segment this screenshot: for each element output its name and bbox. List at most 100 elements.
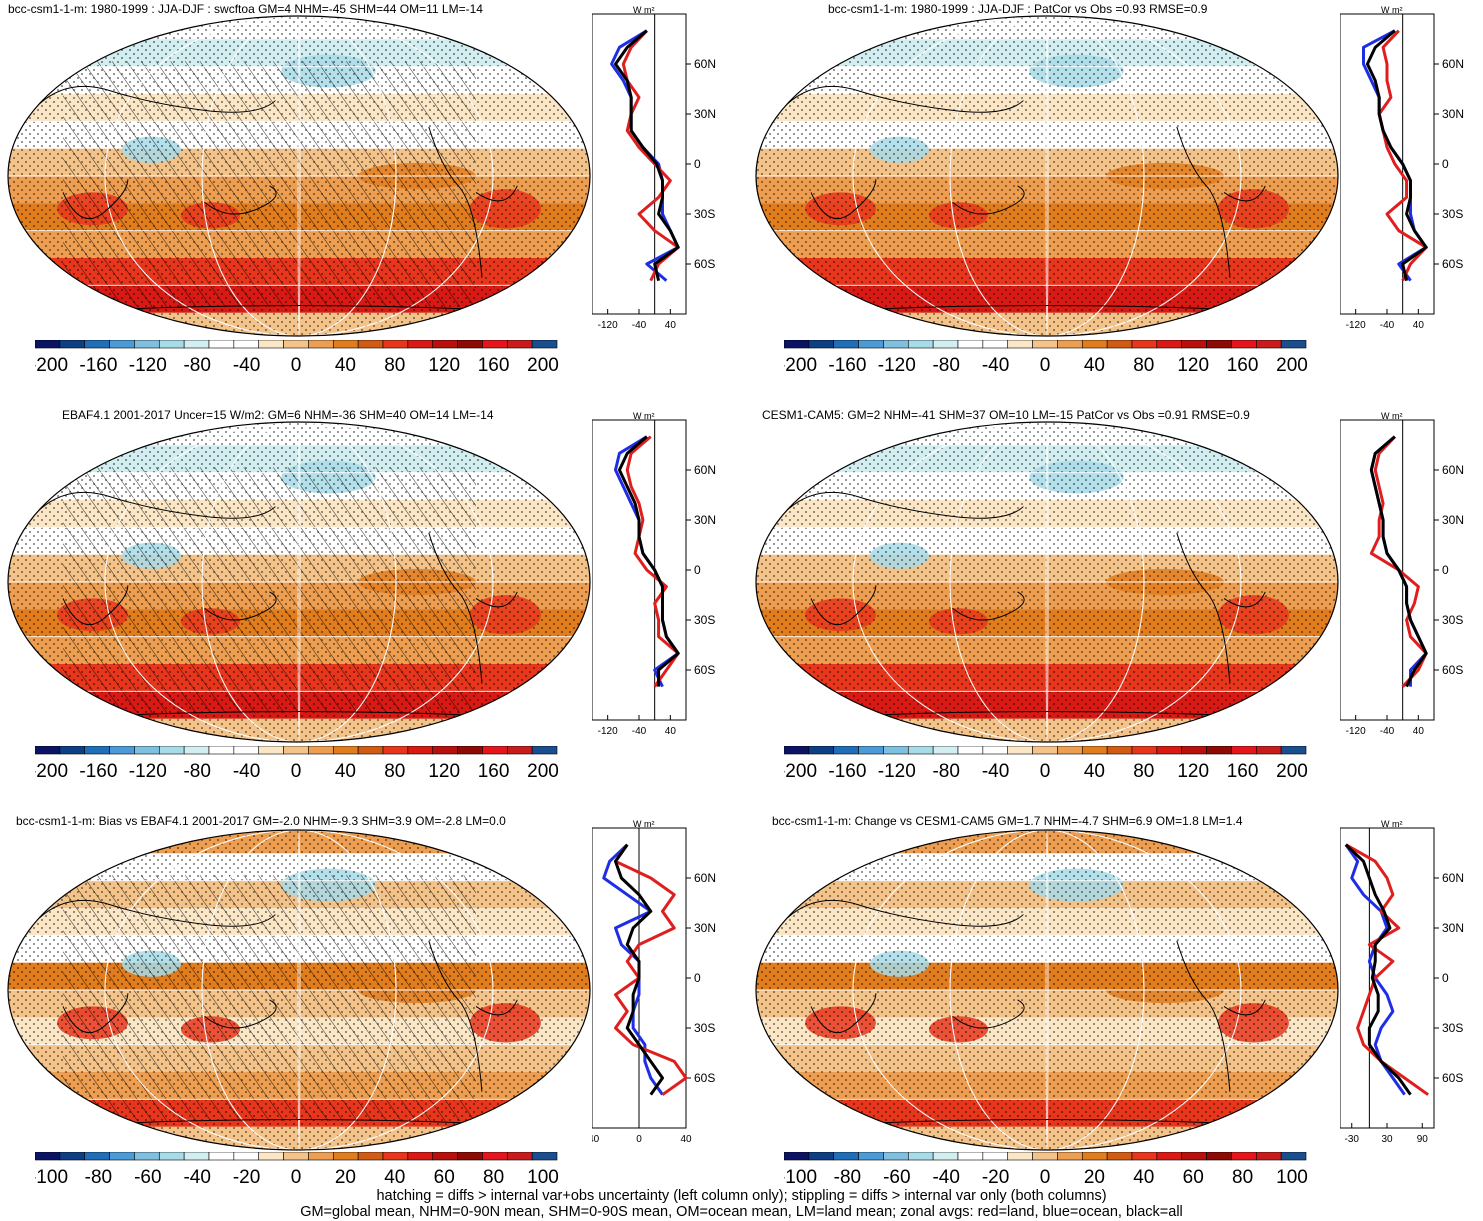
colorbar-label: -160 (79, 761, 117, 780)
colorbar-label: -20 (233, 1167, 260, 1186)
colorbar-swatch (258, 340, 284, 349)
colorbar-label: 0 (1040, 355, 1051, 374)
colorbar-swatch (208, 746, 235, 755)
colorbar-swatch (506, 746, 533, 755)
colorbar-swatch (833, 340, 859, 349)
colorbar-label: 0 (1040, 761, 1051, 780)
zonal-unit-label: W m² (633, 411, 655, 421)
colorbar-swatch (233, 746, 260, 755)
colorbar-swatch (158, 1152, 185, 1161)
colorbar-label: -80 (183, 761, 210, 780)
colorbar-swatch (1057, 746, 1083, 755)
colorbar-label: -40 (932, 1167, 959, 1186)
colorbar-label: 20 (335, 1167, 356, 1186)
zonal-ytick-label: 60N (694, 871, 716, 885)
colorbar-swatch (1206, 1152, 1232, 1161)
colorbar-swatch (531, 746, 558, 755)
colorbar-swatch (357, 746, 384, 755)
colorbar-label: -40 (982, 761, 1009, 780)
zonal-ytick-label: 30S (1442, 207, 1463, 221)
colorbar-swatch (332, 340, 359, 349)
colorbar-swatch (35, 746, 61, 755)
colorbar-label: 60 (434, 1167, 455, 1186)
coastline (781, 491, 1313, 721)
colorbar-swatch (134, 340, 160, 349)
zonal-xtick-label: 40 (665, 320, 677, 331)
zonal-xtick-label: 40 (1413, 726, 1425, 737)
colorbar-swatch (109, 340, 135, 349)
colorbar-label: 0 (291, 355, 302, 374)
colorbar-swatch (84, 340, 110, 349)
colorbar-label: 200 (1276, 355, 1308, 374)
colorbar-swatch (407, 340, 434, 349)
colorbar-swatch (332, 746, 359, 755)
colorbar-swatch (357, 340, 384, 349)
colorbar-swatch (233, 1152, 260, 1161)
colorbar-label: 160 (1227, 761, 1259, 780)
colorbar-label: 80 (1133, 355, 1154, 374)
colorbar-swatch (1156, 1152, 1183, 1161)
colorbar-swatch (1081, 1152, 1108, 1161)
colorbar-swatch (183, 746, 210, 755)
colorbar-label: -80 (834, 1167, 861, 1186)
colorbar-swatch (982, 746, 1009, 755)
colorbar-swatch (957, 1152, 984, 1161)
colorbar-label: 200 (527, 355, 559, 374)
zonal-series-land (1377, 29, 1428, 282)
colorbar-label: 80 (384, 761, 405, 780)
figure-footer: hatching = diffs > internal var+obs unce… (0, 1188, 1483, 1220)
colorbar-swatch (208, 340, 235, 349)
colorbar-swatch (784, 1152, 810, 1161)
colorbar-label: -200 (35, 355, 68, 374)
colorbar-swatch (808, 1152, 835, 1161)
coastline (33, 491, 565, 721)
colorbar-label: 200 (1276, 761, 1308, 780)
zonal-series-land (1345, 843, 1429, 1096)
colorbar-swatch (1156, 340, 1183, 349)
footer-line-2: GM=global mean, NHM=0-90N mean, SHM=0-90… (300, 1204, 1183, 1220)
coastline (33, 899, 565, 1129)
panel-title: EBAF4.1 2001-2017 Uncer=15 W/m2: GM=6 NH… (62, 408, 494, 422)
colorbar-label: -200 (784, 761, 817, 780)
colorbar-swatch (432, 1152, 458, 1161)
zonal-series-land (1369, 435, 1428, 688)
colorbar-label: -40 (183, 1167, 210, 1186)
zonal-xtick-label: -40 (632, 726, 647, 737)
colorbar-swatch (407, 1152, 434, 1161)
colorbar-label: -60 (134, 1167, 161, 1186)
colorbar-swatch (1255, 746, 1282, 755)
colorbar-swatch (1131, 340, 1158, 349)
colorbar-swatch (1255, 1152, 1282, 1161)
zonal-mean-plot: W m² 60N 30N 0 30S 60S -30 30 90 (1340, 819, 1464, 1145)
zonal-xtick-label: 40 (665, 726, 677, 737)
colorbar-swatch (457, 1152, 483, 1161)
colorbar-swatch (957, 340, 984, 349)
colorbar-label: 40 (1084, 355, 1105, 374)
panel-title: bcc-csm1-1-m: 1980-1999 : JJA-DJF : swcf… (8, 2, 483, 16)
zonal-ytick-label: 30N (1442, 513, 1464, 527)
zonal-ytick-label: 30S (694, 613, 715, 627)
colorbar-label: -60 (883, 1167, 910, 1186)
colorbar-label: -120 (129, 761, 167, 780)
zonal-unit-label: W m² (633, 5, 655, 15)
colorbar-swatch (833, 1152, 859, 1161)
zonal-xtick-label: -120 (1346, 320, 1366, 331)
colorbar-swatch (1106, 1152, 1133, 1161)
colorbar-swatch (907, 746, 934, 755)
colorbar-swatch (883, 340, 909, 349)
zonal-series-all (617, 435, 680, 687)
zonal-ytick-label: 30N (694, 921, 716, 935)
colorbar-swatch (1032, 1152, 1058, 1161)
zonal-xtick-label: 40 (680, 1134, 692, 1145)
colorbar: -100 -80 -60 -40 -20 0 20 40 60 80 100 (784, 1152, 1308, 1186)
colorbar-swatch (308, 746, 334, 755)
colorbar-label: 120 (428, 761, 460, 780)
colorbar-label: -40 (233, 761, 260, 780)
panel-title: bcc-csm1-1-m: Change vs CESM1-CAM5 GM=1.… (772, 814, 1243, 828)
colorbar-label: -40 (233, 355, 260, 374)
colorbar-swatch (332, 1152, 359, 1161)
colorbar: -200 -160 -120 -80 -40 0 40 80 120 160 200 (35, 746, 559, 780)
zonal-series-all (1369, 435, 1428, 688)
panel-title: bcc-csm1-1-m: 1980-1999 : JJA-DJF : PatC… (828, 2, 1208, 16)
zonal-xtick-label: -30 (1345, 1134, 1360, 1145)
